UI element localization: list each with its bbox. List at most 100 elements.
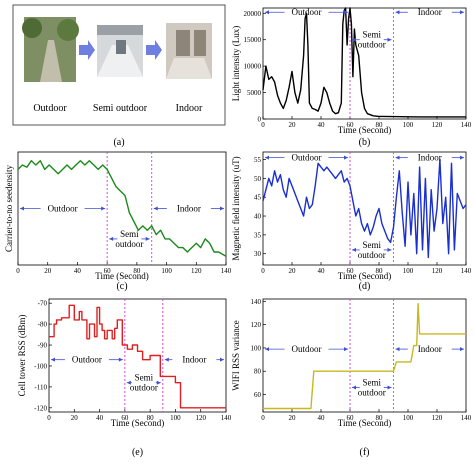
y-tick-label: -90: [38, 342, 48, 350]
y-tick-label: -100: [34, 362, 47, 370]
y-tick-label: -70: [38, 300, 48, 308]
arrowhead-right-icon: [460, 155, 464, 160]
plot-frame: [262, 298, 467, 413]
y-tick-label: 80: [254, 368, 262, 376]
zone-label: outdoor: [358, 40, 386, 50]
zone-label: outdoor: [358, 250, 386, 260]
x-tick-label: 80: [147, 414, 155, 422]
plot-frame: [262, 151, 467, 266]
elevator-door-shape: [176, 30, 190, 56]
zone-label: Semi: [362, 240, 381, 250]
arrowhead-left-icon: [395, 155, 400, 160]
panel-caption: (d): [359, 281, 371, 292]
arrowhead-right-icon: [118, 357, 123, 362]
arrowhead-left-icon: [395, 10, 400, 15]
y-tick-label: 100: [251, 344, 262, 352]
x-tick-label: 0: [261, 121, 265, 129]
arrowhead-right-icon: [220, 357, 224, 362]
arrowhead-right-icon: [156, 380, 161, 385]
y-axis-label: Magnetic field intensity (uT): [231, 156, 241, 260]
y-tick-label: 35: [254, 231, 262, 239]
zone-label: Indoor: [418, 344, 442, 354]
data-line: [17, 159, 227, 257]
zone-label: Outdoor: [292, 153, 322, 163]
arrowhead-left-icon: [265, 155, 269, 160]
zone-label: Semi: [120, 229, 139, 239]
zone-label: Semi: [362, 378, 381, 388]
x-tick-label: 40: [318, 267, 326, 275]
x-tick-label: 0: [261, 267, 265, 275]
photo-label-indoor: Indoor: [176, 103, 203, 114]
panel-caption: (b): [359, 137, 371, 148]
zone-label: Outdoor: [292, 7, 322, 17]
zone-label: outdoor: [115, 239, 143, 249]
zone-label: outdoor: [130, 383, 158, 393]
arrowhead-right-icon: [387, 37, 392, 42]
x-tick-label: 40: [318, 121, 326, 129]
photo-indoor: [166, 23, 212, 79]
floor-shape: [97, 45, 143, 77]
plot-frame: [17, 151, 227, 266]
data-line: [262, 158, 467, 259]
arrowhead-left-icon: [20, 206, 24, 211]
x-tick-label: 100: [403, 414, 414, 422]
data-line: [49, 304, 226, 409]
zone-label: Indoor: [177, 204, 201, 214]
x-tick-label: 120: [432, 267, 443, 275]
arrowhead-right-icon: [344, 10, 348, 15]
x-tick-label: 0: [47, 414, 51, 422]
x-tick-label: 40: [74, 267, 82, 275]
x-tick-label: 60: [104, 267, 112, 275]
arrowhead-left-icon: [352, 385, 356, 390]
arrow-right-icon: [146, 40, 162, 60]
x-tick-label: 80: [376, 414, 384, 422]
y-axis-label: Light intensity (Lux): [231, 26, 241, 102]
arrowhead-left-icon: [126, 380, 131, 385]
arrowhead-right-icon: [344, 347, 348, 352]
arrowhead-right-icon: [387, 385, 392, 390]
arrowhead-left-icon: [265, 347, 269, 352]
x-tick-label: 100: [161, 267, 172, 275]
panel-caption: (f): [360, 447, 370, 458]
y-tick-label: -80: [38, 321, 48, 329]
x-tick-label: 60: [347, 121, 355, 129]
x-axis-label: Time (Second): [338, 271, 391, 281]
y-tick-label: 45: [254, 194, 262, 202]
panel-a: Outdoor Semi outdoor Indoor (a): [12, 4, 226, 148]
y-tick-label: 30: [254, 250, 262, 258]
x-tick-label: 20: [289, 414, 297, 422]
y-tick-label: 60: [254, 391, 262, 399]
arrowhead-right-icon: [145, 236, 150, 241]
photo-outdoor: [22, 17, 79, 82]
x-tick-label: 100: [403, 121, 414, 129]
x-axis-label: Time (Second): [111, 418, 164, 428]
photo-label-outdoor: Outdoor: [33, 103, 67, 114]
x-tick-label: 120: [432, 414, 443, 422]
x-tick-label: 60: [347, 267, 355, 275]
x-tick-label: 80: [376, 267, 384, 275]
x-tick-label: 120: [432, 121, 443, 129]
plot-frame: [262, 7, 467, 120]
panel-caption-a: (a): [113, 137, 124, 148]
chart-d: 0 20 40 60 80 100 120 140 30 35 40 45 50 55 Time (Seco…: [231, 151, 472, 292]
arrowhead-left-icon: [265, 10, 269, 15]
arrow-right-icon: [79, 40, 95, 60]
x-tick-label: 120: [191, 267, 202, 275]
x-tick-label: 0: [261, 414, 265, 422]
arrowhead-left-icon: [153, 206, 158, 211]
x-tick-label: 60: [121, 414, 129, 422]
y-tick-label: 40: [254, 213, 262, 221]
zone-label: Indoor: [418, 153, 442, 163]
y-tick-label: 20000: [244, 10, 262, 18]
y-tick-label: 55: [254, 156, 262, 164]
y-tick-label: 0: [258, 116, 262, 124]
x-tick-label: 40: [96, 414, 104, 422]
y-tick-label: 140: [251, 298, 262, 306]
chart-c: 0 20 40 60 80 100 120 140 Time (Second) Carrier-t…: [4, 151, 232, 292]
y-tick-label: -110: [34, 383, 47, 391]
arrowhead-left-icon: [352, 37, 356, 42]
arrowhead-right-icon: [387, 247, 392, 252]
arrowhead-left-icon: [395, 347, 400, 352]
x-tick-label: 20: [71, 414, 79, 422]
